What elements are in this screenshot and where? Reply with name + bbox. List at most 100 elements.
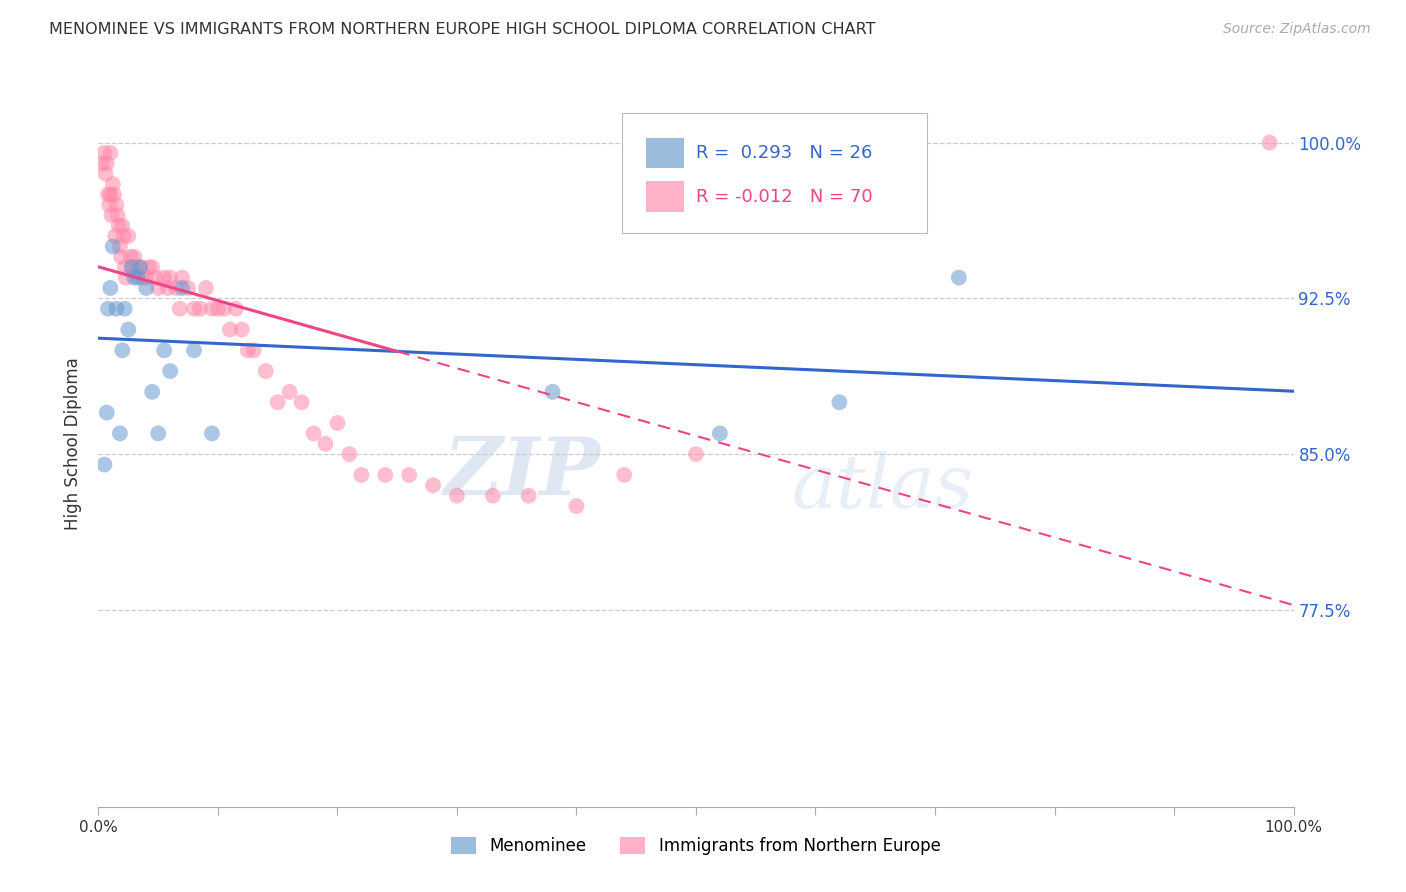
Point xyxy=(565,499,588,513)
Point xyxy=(97,301,120,316)
Point xyxy=(236,343,259,358)
Text: MENOMINEE VS IMMIGRANTS FROM NORTHERN EUROPE HIGH SCHOOL DIPLOMA CORRELATION CHA: MENOMINEE VS IMMIGRANTS FROM NORTHERN EU… xyxy=(49,22,876,37)
Point xyxy=(212,301,235,316)
Point xyxy=(124,250,146,264)
Point xyxy=(108,426,131,441)
Point xyxy=(165,281,187,295)
Point xyxy=(302,426,325,441)
Point xyxy=(105,301,128,316)
Point xyxy=(129,260,152,275)
Point xyxy=(94,167,117,181)
Point xyxy=(422,478,444,492)
Point xyxy=(153,343,176,358)
Point xyxy=(108,239,131,253)
Point xyxy=(828,395,851,409)
Point xyxy=(96,156,118,170)
Point xyxy=(138,260,160,275)
Point xyxy=(541,384,564,399)
Point xyxy=(278,384,301,399)
Point xyxy=(183,301,205,316)
Text: atlas: atlas xyxy=(792,451,974,524)
Point xyxy=(201,301,224,316)
Point xyxy=(183,343,205,358)
Y-axis label: High School Diploma: High School Diploma xyxy=(65,358,83,530)
Text: Source: ZipAtlas.com: Source: ZipAtlas.com xyxy=(1223,22,1371,37)
Point xyxy=(97,187,120,202)
Text: ZIP: ZIP xyxy=(443,434,600,512)
Point xyxy=(350,467,373,482)
Point xyxy=(110,250,132,264)
Text: R =  0.293   N = 26: R = 0.293 N = 26 xyxy=(696,144,872,162)
Point xyxy=(127,270,149,285)
Point xyxy=(219,322,242,336)
Point xyxy=(948,270,970,285)
Point xyxy=(141,260,163,275)
Point xyxy=(101,177,124,191)
Point xyxy=(103,187,125,202)
Point xyxy=(111,343,134,358)
Point xyxy=(124,270,146,285)
Point xyxy=(98,187,122,202)
Point xyxy=(517,489,540,503)
Point xyxy=(131,270,153,285)
Point xyxy=(177,281,200,295)
Point xyxy=(169,301,191,316)
Point xyxy=(159,270,181,285)
Point xyxy=(231,322,253,336)
FancyBboxPatch shape xyxy=(645,137,685,169)
Point xyxy=(145,270,167,285)
Point xyxy=(135,281,157,295)
Point xyxy=(107,208,129,222)
Point xyxy=(188,301,211,316)
Point xyxy=(398,467,420,482)
Point xyxy=(117,229,139,244)
Point xyxy=(267,395,290,409)
Point xyxy=(172,281,194,295)
Point xyxy=(96,406,118,420)
Point xyxy=(195,281,218,295)
Point xyxy=(159,364,181,378)
Point xyxy=(107,219,129,233)
Point xyxy=(98,146,122,161)
Point xyxy=(98,281,122,295)
Point xyxy=(243,343,266,358)
Point xyxy=(115,270,138,285)
Point xyxy=(148,426,170,441)
Point xyxy=(129,260,152,275)
Point xyxy=(201,426,224,441)
Point xyxy=(100,208,122,222)
Point xyxy=(125,260,148,275)
Point xyxy=(101,239,124,253)
Point xyxy=(148,281,170,295)
Point xyxy=(141,384,163,399)
Point xyxy=(254,364,277,378)
Point xyxy=(172,270,194,285)
Point xyxy=(93,146,115,161)
Point xyxy=(91,156,114,170)
Point xyxy=(120,250,142,264)
Point xyxy=(339,447,361,461)
Point xyxy=(481,489,505,503)
Text: R = -0.012   N = 70: R = -0.012 N = 70 xyxy=(696,187,873,205)
Point xyxy=(613,467,636,482)
Point xyxy=(207,301,229,316)
Point xyxy=(117,322,139,336)
Point xyxy=(114,301,136,316)
Point xyxy=(104,229,127,244)
Point xyxy=(291,395,314,409)
Point xyxy=(446,489,468,503)
Point xyxy=(121,260,143,275)
Point xyxy=(105,198,128,212)
Point xyxy=(111,219,134,233)
Point xyxy=(374,467,396,482)
Point xyxy=(114,260,136,275)
Point xyxy=(93,458,115,472)
Point xyxy=(1258,136,1281,150)
Point xyxy=(153,270,176,285)
Point xyxy=(225,301,247,316)
Point xyxy=(315,437,337,451)
Legend: Menominee, Immigrants from Northern Europe: Menominee, Immigrants from Northern Euro… xyxy=(444,830,948,862)
Point xyxy=(121,260,143,275)
FancyBboxPatch shape xyxy=(645,181,685,212)
Point xyxy=(112,229,135,244)
